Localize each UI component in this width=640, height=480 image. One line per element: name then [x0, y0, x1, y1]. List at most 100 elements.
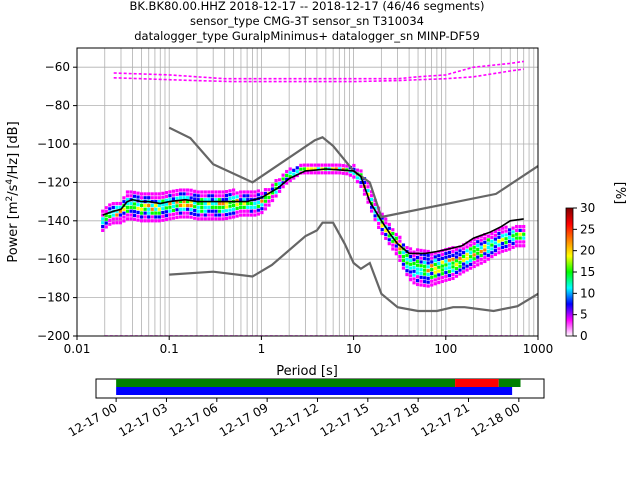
psd-cell: [369, 190, 374, 194]
psd-cell: [260, 210, 264, 215]
psd-cell: [267, 188, 271, 192]
psd-cell: [154, 215, 158, 219]
psd-cell: [479, 250, 483, 254]
psd-cell: [171, 189, 176, 193]
psd-cell: [408, 266, 413, 270]
psd-cell: [108, 214, 112, 219]
psd-cell: [430, 275, 434, 279]
psd-cell: [228, 204, 232, 208]
psd-cell: [444, 255, 448, 259]
psd-cell: [479, 253, 483, 258]
psd-cell: [352, 175, 356, 179]
psd-cell: [150, 215, 154, 219]
psd-cell: [214, 209, 218, 213]
psd-cell: [472, 257, 476, 261]
psd-cell: [253, 205, 257, 209]
psd-cell: [157, 207, 161, 211]
psd-cell: [511, 230, 515, 234]
psd-cell: [447, 273, 452, 278]
psd-cell: [454, 247, 459, 251]
psd-cell: [157, 196, 161, 200]
psd-cell: [154, 203, 158, 208]
psd-cell: [147, 219, 151, 223]
psd-cell: [150, 211, 154, 215]
psd-cell: [387, 242, 391, 246]
psd-cell: [157, 192, 161, 196]
psd-cell: [447, 250, 452, 255]
psd-cell: [398, 254, 402, 259]
psd-cell: [217, 217, 222, 221]
psd-cell: [249, 205, 253, 209]
y-axis-ticks: −60 −80 −100 −120 −140 −160 −180 −200: [37, 60, 77, 343]
psd-cell: [384, 229, 388, 233]
psd-cell: [217, 198, 222, 202]
psd-cell: [164, 194, 168, 199]
psd-cell: [217, 213, 222, 217]
psd-cell: [341, 171, 345, 175]
psd-cell: [419, 268, 423, 272]
psd-cell: [239, 209, 243, 213]
psd-cell: [504, 233, 508, 237]
psd-cell: [242, 209, 246, 213]
psd-cell: [253, 201, 257, 206]
x-tick-label: 1: [258, 342, 266, 356]
psd-cell: [136, 195, 140, 199]
psd-cell: [412, 261, 416, 266]
psd-cell: [249, 194, 253, 198]
colorbar-tick-label: 10: [580, 286, 595, 300]
psd-cell: [323, 171, 328, 175]
x-tick-label: 0.01: [64, 342, 91, 356]
psd-cell: [161, 199, 165, 203]
psd-cell: [224, 216, 229, 221]
psd-cell: [504, 244, 508, 249]
psd-cell: [405, 265, 409, 269]
psd-cell: [419, 248, 423, 253]
psd-cell: [412, 250, 416, 254]
psd-cell: [164, 214, 168, 218]
psd-cell: [143, 215, 147, 219]
psd-cell: [203, 217, 207, 221]
psd-cell: [440, 264, 444, 268]
psd-cell: [461, 262, 466, 266]
psd-cell: [461, 258, 466, 262]
psd-cell: [182, 203, 186, 208]
psd-cell: [214, 198, 218, 202]
psd-cell: [182, 215, 186, 219]
psd-cell: [447, 266, 452, 270]
psd-cell: [228, 216, 232, 220]
psd-cell: [476, 240, 480, 244]
psd-cell: [412, 269, 416, 273]
psd-cell: [132, 194, 137, 198]
psd-cell: [426, 253, 430, 257]
psd-cell: [246, 198, 250, 202]
psd-cell: [405, 261, 409, 265]
psd-cell: [129, 194, 133, 198]
psd-cell: [518, 236, 522, 240]
psd-cell: [472, 249, 476, 253]
psd-cell: [246, 205, 250, 209]
psd-cell: [320, 163, 324, 167]
psd-cell: [242, 213, 246, 217]
psd-cell: [415, 263, 420, 267]
psd-cell: [207, 205, 211, 209]
psd-cell: [154, 200, 158, 204]
psd-cell: [316, 163, 321, 167]
psd-cell: [232, 211, 236, 215]
psd-cell: [193, 208, 197, 213]
psd-cell: [125, 190, 130, 194]
psd-cell: [228, 208, 232, 212]
noise-model-curve: [169, 221, 538, 313]
psd-cell: [447, 254, 452, 258]
psd-cell: [157, 203, 161, 208]
psd-cell: [391, 247, 395, 251]
psd-cell: [178, 192, 183, 196]
psd-cell: [451, 265, 455, 269]
psd-cell: [249, 190, 253, 194]
psd-cell: [472, 253, 476, 257]
psd-cell: [221, 198, 225, 202]
psd-cell: [430, 256, 434, 260]
psd-cell: [504, 237, 508, 241]
psd-cell: [150, 196, 154, 200]
psd-cell: [398, 239, 402, 243]
psd-cell: [338, 163, 342, 167]
